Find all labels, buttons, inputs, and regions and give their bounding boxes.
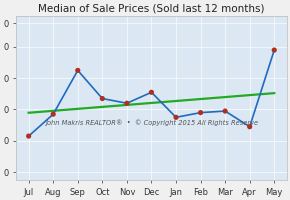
Title: Median of Sale Prices (Sold last 12 months): Median of Sale Prices (Sold last 12 mont…	[38, 3, 265, 13]
Point	[26, 134, 31, 138]
Point	[247, 125, 252, 128]
Point	[198, 111, 203, 114]
Point	[125, 102, 129, 105]
Point	[174, 116, 178, 119]
Point	[223, 109, 227, 113]
Text: John Makris REALTOR®  •  © Copyright 2015 All Rights Reserve: John Makris REALTOR® • © Copyright 2015 …	[45, 119, 258, 126]
Point	[272, 48, 277, 52]
Point	[100, 97, 105, 100]
Point	[149, 91, 154, 94]
Point	[51, 113, 55, 116]
Point	[75, 69, 80, 72]
